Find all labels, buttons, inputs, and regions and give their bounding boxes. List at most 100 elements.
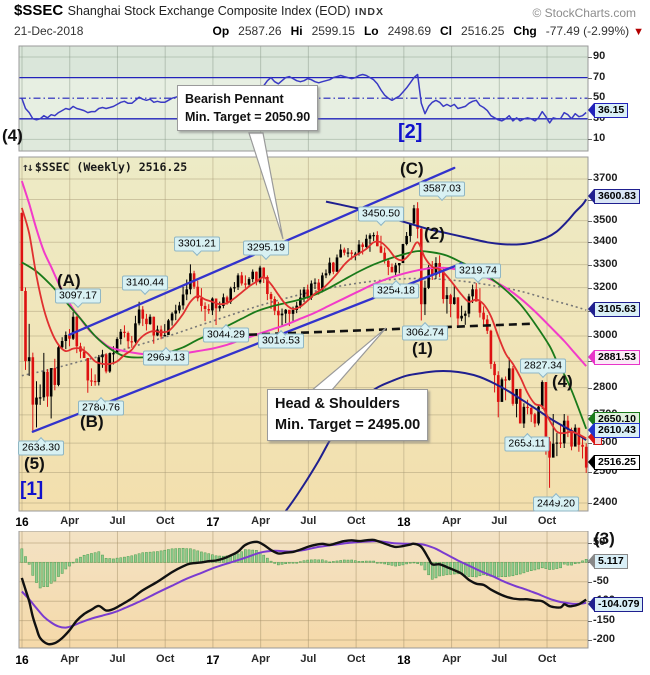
histogram-bar (280, 562, 284, 565)
histogram-bar (141, 552, 145, 563)
candle-body (419, 228, 423, 305)
histogram-bar (288, 562, 291, 564)
price-label-3301.21: 3301.21 (174, 236, 220, 252)
histogram-bar (159, 550, 163, 563)
rsi-value-box-pointer (588, 103, 594, 117)
price-y-tickmark (588, 179, 592, 180)
histogram-bar (38, 562, 42, 589)
histogram-bar (573, 562, 577, 565)
candle-body (244, 283, 247, 285)
candle-body (35, 397, 38, 405)
candle-body (496, 375, 500, 402)
macd-line (20, 538, 587, 646)
macd-y-tick: 50 (593, 536, 606, 548)
low-label: Lo (363, 24, 379, 38)
rsi-y-tick: 50 (593, 91, 606, 103)
candle-body (203, 305, 207, 310)
histogram-bar (126, 556, 130, 563)
price-y-tick: 3700 (593, 172, 618, 184)
price-label-3254.18: 3254.18 (373, 283, 419, 299)
open-value: 2587.26 (238, 24, 282, 38)
histogram-bar (24, 556, 27, 563)
histogram-bar (112, 558, 115, 563)
candle-body (412, 208, 416, 224)
candle-body (526, 406, 529, 409)
magenta-ma-value-box: 2881.53 (588, 350, 640, 365)
candle-body (222, 297, 225, 306)
histogram-bar (529, 562, 533, 571)
price-panel-border (18, 156, 589, 512)
price-y-tick: 3400 (593, 235, 618, 247)
macd-x-label: Jul (300, 653, 317, 665)
rsi-line (21, 73, 587, 124)
histogram-bar (456, 562, 460, 575)
candle-body (383, 252, 386, 261)
macd-signal-value-box-text: -104.079 (594, 597, 644, 612)
histogram-bar (419, 562, 423, 566)
macd-hist-value-box: 5.117 (588, 554, 628, 569)
price-label-3062.74: 3062.74 (402, 325, 448, 341)
histogram-bar (258, 552, 262, 563)
histogram-bar (390, 562, 394, 566)
histogram-bar (357, 561, 361, 563)
candle-body (196, 286, 200, 299)
histogram-bar (471, 562, 474, 578)
candle-body (474, 289, 478, 302)
histogram-bar (108, 558, 112, 563)
histogram-bar (31, 562, 35, 576)
candle-body (101, 354, 104, 358)
high-label: Hi (290, 24, 303, 38)
candle-body (299, 297, 302, 306)
rsi-y-tickmark (588, 139, 592, 140)
histogram-bar (320, 559, 324, 563)
macd-signal-value-box: -104.079 (588, 597, 644, 612)
green-ma-value-box-pointer (588, 412, 594, 426)
candle-body (449, 295, 452, 304)
price-y-tick: 3200 (593, 281, 618, 293)
candle-body (555, 442, 559, 444)
candle-body (372, 235, 375, 237)
histogram-bar (20, 548, 24, 563)
wave-label-3: (3) (594, 529, 615, 548)
histogram-bar (364, 560, 368, 563)
wave-label-1: (1) (412, 339, 433, 358)
macd-y-tickmark (588, 582, 592, 583)
histogram-bar (306, 559, 310, 563)
price-x-label: Apr (442, 515, 462, 527)
candle-body (368, 235, 372, 239)
candle-body (119, 331, 123, 339)
rsi-y-tick: 10 (593, 132, 606, 144)
candle-body (108, 353, 112, 372)
head-and-shoulders-text: Min. Target = 2495.00 (275, 417, 421, 434)
price-label-3587.03: 3587.03 (419, 181, 465, 197)
macd-y-tick: -50 (593, 575, 609, 587)
price-label-2827.34: 2827.34 (520, 358, 566, 374)
wave-label-4: (4) (2, 126, 23, 145)
histogram-bar (101, 554, 104, 563)
candle-body (306, 289, 309, 298)
macd-x-label: 16 (15, 653, 29, 667)
macd-y-tickmark (588, 621, 592, 622)
histogram-bar (507, 562, 511, 577)
histogram-bar (342, 559, 346, 563)
histogram-bar (515, 562, 518, 576)
candle-body (42, 371, 46, 398)
candle-body (291, 309, 295, 314)
macd-x-label: Oct (156, 653, 175, 665)
candle-body (387, 260, 390, 267)
candle-body (350, 252, 353, 254)
price-label-2969.13: 2969.13 (143, 350, 189, 366)
histogram-bar (130, 555, 134, 563)
histogram-bar (328, 561, 332, 563)
histogram-bar (57, 562, 60, 577)
candle-body (53, 368, 57, 385)
candle-body (529, 407, 533, 415)
wave-label-5: (5) (24, 454, 45, 473)
stockcharts-logo: © StockCharts.com (532, 6, 636, 20)
histogram-bar (152, 551, 156, 563)
candle-body (130, 341, 134, 343)
navy-lower-value-box-pointer (588, 423, 594, 437)
candle-body (170, 313, 174, 321)
chart-header: $SSEC Shanghai Stock Exchange Composite … (0, 0, 650, 44)
